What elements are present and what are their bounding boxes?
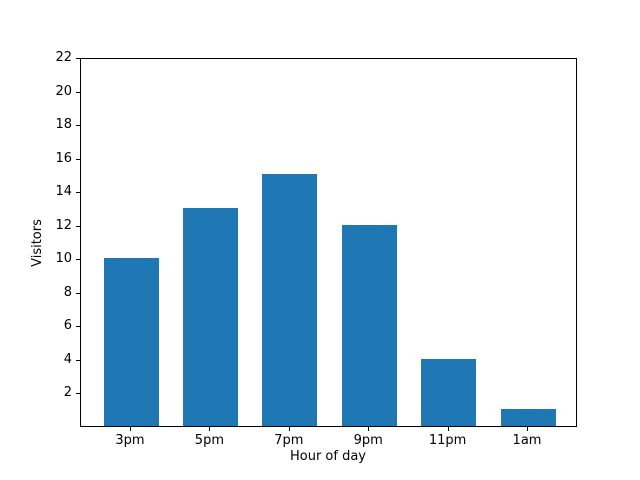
bar-7pm: [262, 174, 318, 426]
x-axis-title: Hour of day: [289, 449, 367, 464]
y-tick-mark: [76, 192, 80, 194]
bar-3pm: [103, 258, 159, 426]
x-tick-label: 3pm: [115, 433, 145, 448]
y-tick-mark: [76, 393, 80, 395]
y-tick-mark: [76, 158, 80, 160]
y-tick-mark: [76, 326, 80, 328]
bar-1am: [500, 409, 556, 426]
bar-11pm: [421, 358, 477, 426]
x-tick-label: 5pm: [194, 433, 224, 448]
y-tick-label: 8: [63, 284, 72, 300]
y-tick-label: 16: [55, 150, 72, 166]
y-tick-label: 6: [63, 318, 72, 334]
x-tick-mark: [209, 427, 211, 431]
x-tick-label: 11pm: [428, 433, 467, 448]
y-tick-label: 18: [55, 117, 72, 133]
x-tick-label: 7pm: [274, 433, 304, 448]
x-tick-label: 9pm: [353, 433, 383, 448]
y-axis-title: Visitors: [30, 219, 45, 267]
y-tick-mark: [76, 259, 80, 261]
y-tick-label: 10: [55, 251, 72, 267]
x-tick-mark: [368, 427, 370, 431]
x-tick-label: 1am: [512, 433, 542, 448]
y-tick-label: 2: [63, 385, 72, 401]
bar-5pm: [182, 207, 238, 426]
y-tick-mark: [76, 91, 80, 93]
y-tick-mark: [76, 292, 80, 294]
bar-9pm: [341, 224, 397, 426]
y-tick-label: 12: [55, 217, 72, 233]
x-tick-mark: [527, 427, 528, 431]
y-tick-mark: [76, 58, 80, 59]
y-tick-label: 14: [55, 184, 72, 200]
y-tick-label: 20: [55, 83, 72, 99]
y-tick-label: 22: [55, 50, 72, 65]
x-tick-mark: [288, 427, 290, 431]
plot-area: [80, 58, 577, 427]
y-tick-mark: [76, 125, 80, 127]
y-tick-mark: [76, 225, 80, 227]
y-tick-label: 4: [63, 351, 72, 367]
x-tick-mark: [447, 427, 449, 431]
x-tick-mark: [130, 427, 131, 431]
y-tick-mark: [76, 359, 80, 361]
